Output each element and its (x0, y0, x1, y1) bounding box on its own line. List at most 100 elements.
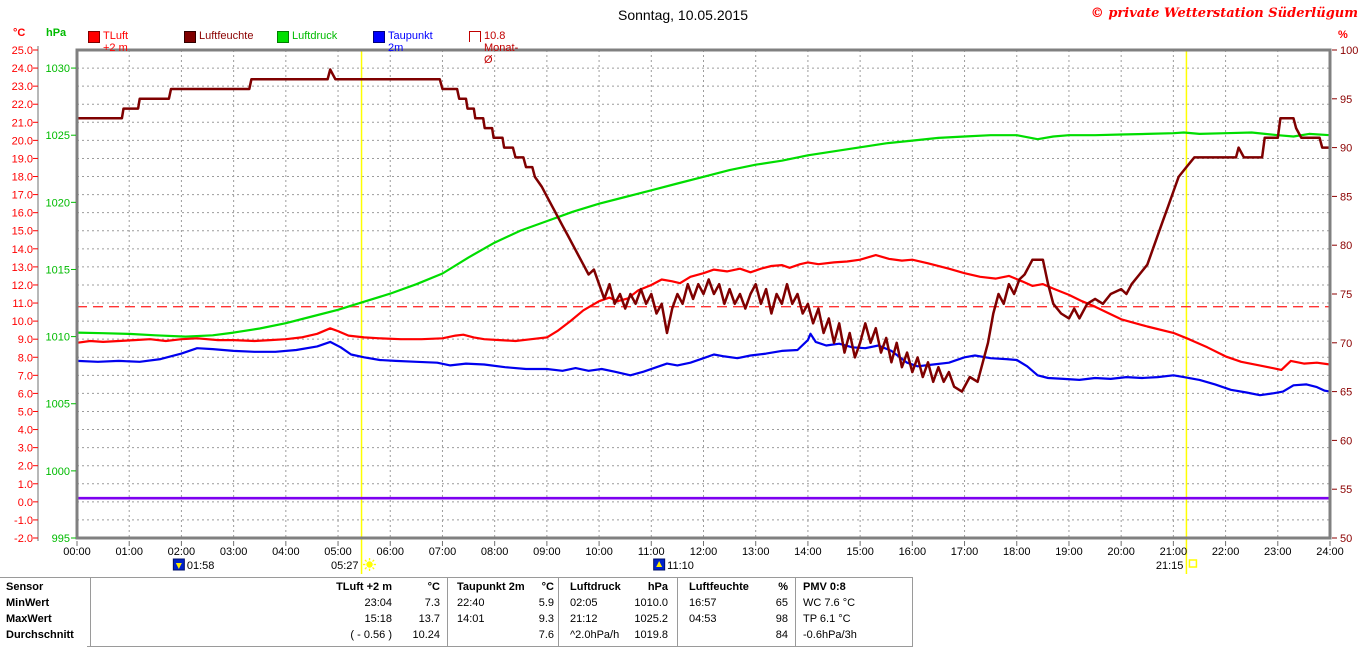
time-tick-label: 16:00 (899, 546, 927, 558)
luftdruck-swatch-icon (277, 31, 289, 43)
pressure-tick-label: 1000 (46, 466, 70, 478)
humidity-tick-label: 60 (1340, 435, 1352, 447)
sun-icon (366, 561, 373, 568)
row-header-maxwert: MaxWert (6, 613, 52, 625)
temp-tick-label: -1.0 (14, 515, 33, 527)
luftfeuchte-min: 65 (775, 597, 788, 609)
taupunkt-max: 9.3 (538, 613, 554, 625)
time-tick-label: 13:00 (742, 546, 770, 558)
humidity-tick-label: 80 (1340, 240, 1352, 252)
moon-down-time-label: 01:58 (187, 560, 215, 572)
humidity-tick-label: 100 (1340, 45, 1358, 57)
temp-tick-label: 19.0 (12, 153, 33, 165)
pressure-tick-label: 995 (52, 533, 70, 545)
temp-tick-label: 23.0 (12, 81, 33, 93)
table-col-pmv: PMV 0:8 WC 7.6 °C TP 6.1 °C -0.6hPa/3h (803, 580, 911, 644)
temp-tick-label: 7.0 (18, 370, 33, 382)
tluft-min-time: 23:04 (364, 597, 392, 609)
table-divider (912, 578, 913, 646)
luftfeuchte-min-time: 16:57 (689, 597, 717, 609)
table-divider (90, 578, 91, 646)
taupunkt-swatch-icon (373, 31, 385, 43)
time-tick-label: 19:00 (1055, 546, 1083, 558)
temp-tick-label: 12.0 (12, 280, 33, 292)
luftdruck-min-time: 02:05 (570, 597, 598, 609)
pmv-windchill: WC 7.6 °C (803, 597, 856, 609)
pressure-tick-label: 1025 (46, 130, 70, 142)
sunset-time-label: 21:15 (1156, 560, 1184, 572)
table-bottom-border (87, 646, 913, 647)
table-divider (795, 578, 796, 646)
table-top-border (0, 577, 913, 578)
monatsmittel-swatch-icon (469, 31, 481, 42)
taupunkt-unit: °C (541, 581, 554, 593)
time-tick-label: 15:00 (846, 546, 874, 558)
time-tick-label: 20:00 (1107, 546, 1135, 558)
series-Luftdruck (76, 131, 1331, 338)
sun-ray-icon (364, 567, 368, 570)
time-tick-label: 07:00 (429, 546, 457, 558)
temp-tick-label: 25.0 (12, 45, 33, 57)
table-divider (447, 578, 448, 646)
luftfeuchte-max-time: 04:53 (689, 613, 717, 625)
time-tick-label: 02:00 (168, 546, 196, 558)
luftdruck-max-time: 21:12 (570, 613, 598, 625)
taupunkt-min: 5.9 (538, 597, 554, 609)
table-divider (677, 578, 678, 646)
temp-tick-label: 6.0 (18, 388, 33, 400)
sun-ray-icon (372, 567, 375, 570)
moon-arrow-icon (656, 561, 663, 567)
humidity-tick-label: 90 (1340, 143, 1352, 155)
tluft-max: 13.7 (418, 613, 440, 625)
table-divider (558, 578, 559, 646)
time-tick-label: 06:00 (376, 546, 404, 558)
time-tick-label: 23:00 (1264, 546, 1292, 558)
table-col-luftfeuchte-values: % 65 98 84 (722, 580, 788, 644)
temp-tick-label: 21.0 (12, 117, 33, 129)
time-tick-label: 18:00 (1003, 546, 1031, 558)
luftfeuchte-name: Luftfeuchte (689, 581, 749, 593)
time-tick-label: 01:00 (115, 546, 143, 558)
time-tick-label: 03:00 (220, 546, 248, 558)
series-Taupunkt 2m (76, 332, 1331, 397)
temp-tick-label: 10.0 (12, 316, 33, 328)
table-col-luftdruck-times: Luftdruck 02:05 21:12 ^2.0hPa/h (570, 580, 660, 644)
temp-tick-label: 20.0 (12, 135, 33, 147)
time-tick-label: 12:00 (690, 546, 718, 558)
legend-label: Taupunkt 2m (388, 30, 433, 54)
temp-axis-title: °C (13, 27, 26, 39)
row-header-sensor: Sensor (6, 581, 44, 593)
luftfeuchte-avg: 84 (775, 629, 788, 641)
temp-tick-label: 9.0 (18, 334, 33, 346)
humidity-tick-label: 65 (1340, 387, 1352, 399)
humidity-tick-label: 55 (1340, 484, 1352, 496)
temp-tick-label: 22.0 (12, 99, 33, 111)
time-tick-label: 22:00 (1212, 546, 1240, 558)
temp-tick-label: 3.0 (18, 443, 33, 455)
pmv-taupunkt: TP 6.1 °C (803, 613, 851, 625)
luftdruck-name: Luftdruck (570, 581, 621, 593)
pmv-name: PMV 0:8 (803, 581, 846, 593)
humidity-tick-label: 95 (1340, 94, 1352, 106)
time-tick-label: 14:00 (794, 546, 822, 558)
luftdruck-avg: 1019.8 (634, 629, 668, 641)
series-TLuft +2 m (76, 254, 1331, 371)
temp-tick-label: 2.0 (18, 461, 33, 473)
pressure-tick-label: 1010 (46, 332, 70, 344)
luftfeuchte-max: 98 (775, 613, 788, 625)
temp-tick-label: 17.0 (12, 190, 33, 202)
time-tick-label: 04:00 (272, 546, 300, 558)
temp-tick-label: 4.0 (18, 425, 33, 437)
tluft-avg-note: ( - 0.56 ) (350, 629, 392, 641)
tluft-swatch-icon (88, 31, 100, 43)
temp-tick-label: 16.0 (12, 208, 33, 220)
time-tick-label: 09:00 (533, 546, 561, 558)
table-col-luftfeuchte-times: Luftfeuchte 16:57 04:53 (689, 580, 775, 644)
table-row-headers: Sensor MinWert MaxWert Durchschnitt (6, 580, 88, 644)
humidity-tick-label: 85 (1340, 191, 1352, 203)
temp-tick-label: 13.0 (12, 262, 33, 274)
tluft-max-time: 15:18 (364, 613, 392, 625)
humidity-tick-label: 75 (1340, 289, 1352, 301)
sun-ray-icon (364, 559, 368, 562)
